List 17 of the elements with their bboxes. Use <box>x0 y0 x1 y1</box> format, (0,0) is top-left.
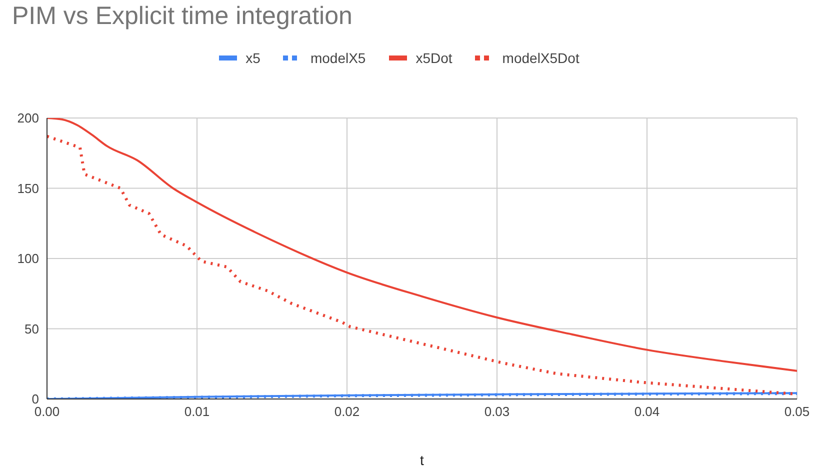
y-tick-label: 50 <box>24 321 39 336</box>
legend-label: modelX5 <box>310 50 366 66</box>
y-tick-label: 100 <box>17 251 39 266</box>
x-tick-label: 0.02 <box>334 404 360 420</box>
legend-label: x5 <box>246 50 260 66</box>
x-tick-label: 0.05 <box>784 404 810 420</box>
y-tick-label: 200 <box>17 110 39 126</box>
y-tick-label: 150 <box>17 180 39 196</box>
x-tick-label: 0.00 <box>34 404 60 420</box>
legend-label: x5Dot <box>416 50 452 66</box>
x-tick-label: 0.04 <box>634 404 660 420</box>
legend-label: modelX5Dot <box>502 50 580 66</box>
x-axis-title: t <box>420 452 424 468</box>
x-tick-label: 0.03 <box>484 404 510 420</box>
chart-title: PIM vs Explicit time integration <box>12 2 352 31</box>
x-tick-label: 0.01 <box>184 404 210 420</box>
y-tick-label: 0 <box>32 392 39 407</box>
